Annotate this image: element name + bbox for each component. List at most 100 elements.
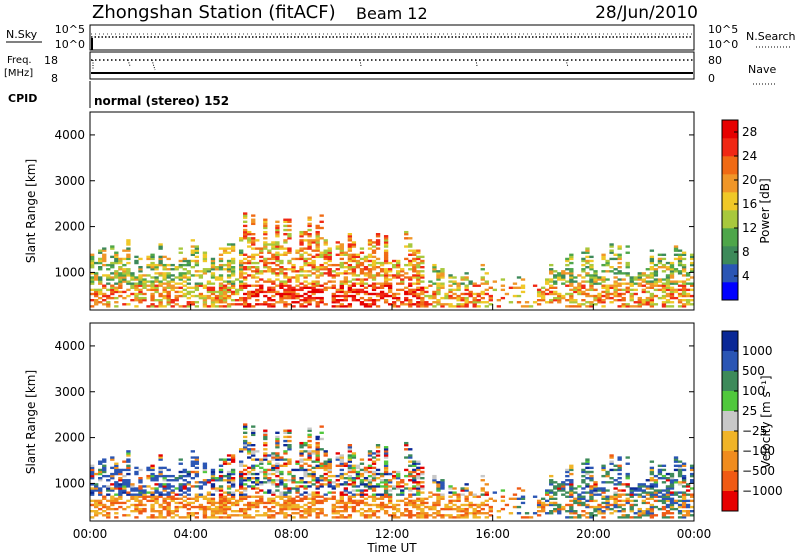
velocity-cell (323, 472, 328, 476)
velocity-cell (387, 497, 393, 500)
power-cell (102, 263, 107, 267)
velocity-cell (689, 505, 695, 509)
power-cell (307, 216, 312, 219)
velocity-cell (243, 507, 248, 511)
velocity-cell (311, 472, 316, 476)
freq-tick-bottom: 8 (51, 72, 58, 85)
velocity-ylabel: Slant Range [km] (24, 370, 38, 474)
power-cell (230, 245, 236, 248)
velocity-cell (323, 450, 328, 453)
power-cell (569, 305, 574, 308)
velocity-cell (681, 510, 687, 513)
power-cell (396, 266, 401, 269)
power-cell (335, 272, 340, 275)
power-cell (283, 253, 288, 256)
velocity-cell (210, 516, 216, 519)
power-cell (134, 294, 139, 298)
power-cell (464, 272, 469, 275)
velocity-cell (134, 489, 139, 492)
power-cell (488, 294, 493, 298)
velocity-cell (190, 477, 195, 480)
velocity-cell (247, 472, 252, 476)
velocity-cell (234, 499, 240, 503)
velocity-cell (315, 450, 320, 453)
power-cell (669, 276, 675, 279)
velocity-cell (287, 460, 292, 463)
power-cell (158, 282, 163, 285)
velocity-cell (271, 481, 276, 484)
power-cell (464, 292, 469, 296)
colorbar-tick-label: 4 (742, 269, 750, 283)
power-cell (218, 301, 224, 304)
velocity-cell (428, 495, 433, 498)
velocity-cell (134, 510, 139, 513)
velocity-cell (637, 512, 642, 515)
power-cell (653, 294, 659, 298)
power-cell (210, 268, 216, 271)
power-cell (303, 233, 308, 236)
velocity-cell (259, 495, 264, 498)
power-cell (114, 296, 119, 300)
velocity-cell (343, 472, 349, 476)
velocity-cell (545, 503, 550, 507)
power-cell (657, 266, 663, 269)
power-cell (641, 278, 646, 281)
power-cell (669, 268, 675, 271)
velocity-cell (653, 485, 659, 488)
velocity-cell (432, 507, 437, 511)
velocity-cell (98, 460, 103, 463)
power-cell (255, 272, 260, 275)
velocity-cell (347, 454, 353, 457)
power-cell (303, 261, 308, 265)
velocity-cell (396, 487, 401, 490)
power-cell (238, 296, 244, 300)
power-cell (114, 282, 119, 285)
velocity-cell (186, 503, 191, 507)
power-cell (540, 290, 546, 294)
power-cell (243, 278, 248, 281)
velocity-cell (90, 477, 95, 480)
power-cell (251, 305, 256, 308)
power-cell (283, 303, 288, 306)
power-cell (367, 239, 373, 242)
power-cell (319, 301, 324, 304)
velocity-cell (311, 474, 316, 478)
velocity-cell (146, 491, 151, 494)
velocity-cell (657, 477, 663, 480)
velocity-cell (218, 510, 224, 513)
power-cell (202, 270, 208, 273)
power-cell (363, 257, 369, 261)
velocity-cell (122, 485, 127, 488)
velocity-cell (283, 499, 288, 503)
velocity-cell (460, 493, 465, 496)
power-cell (218, 305, 224, 308)
velocity-cell (166, 487, 171, 490)
velocity-cell (549, 495, 554, 498)
velocity-cell (653, 479, 659, 482)
velocity-cell (601, 468, 606, 472)
power-cell (335, 263, 340, 267)
velocity-cell (238, 460, 244, 463)
power-cell (230, 303, 236, 306)
velocity-cell (335, 510, 340, 513)
velocity-cell (158, 491, 163, 494)
velocity-cell (408, 516, 413, 519)
velocity-cell (585, 485, 590, 488)
velocity-cell (472, 516, 477, 519)
power-cell (416, 294, 421, 298)
velocity-cell (118, 505, 123, 509)
power-cell (138, 270, 143, 273)
velocity-cell (238, 495, 244, 498)
power-cell (263, 233, 268, 236)
velocity-cell (295, 495, 300, 498)
power-cell (319, 226, 324, 230)
power-cell (102, 255, 107, 259)
power-cell (98, 282, 103, 285)
velocity-cell (251, 429, 256, 432)
power-cell (351, 274, 357, 277)
power-cell (210, 286, 216, 289)
power-cell (335, 268, 340, 271)
power-cell (98, 257, 103, 261)
power-cell (641, 290, 646, 294)
power-cell (363, 290, 369, 294)
